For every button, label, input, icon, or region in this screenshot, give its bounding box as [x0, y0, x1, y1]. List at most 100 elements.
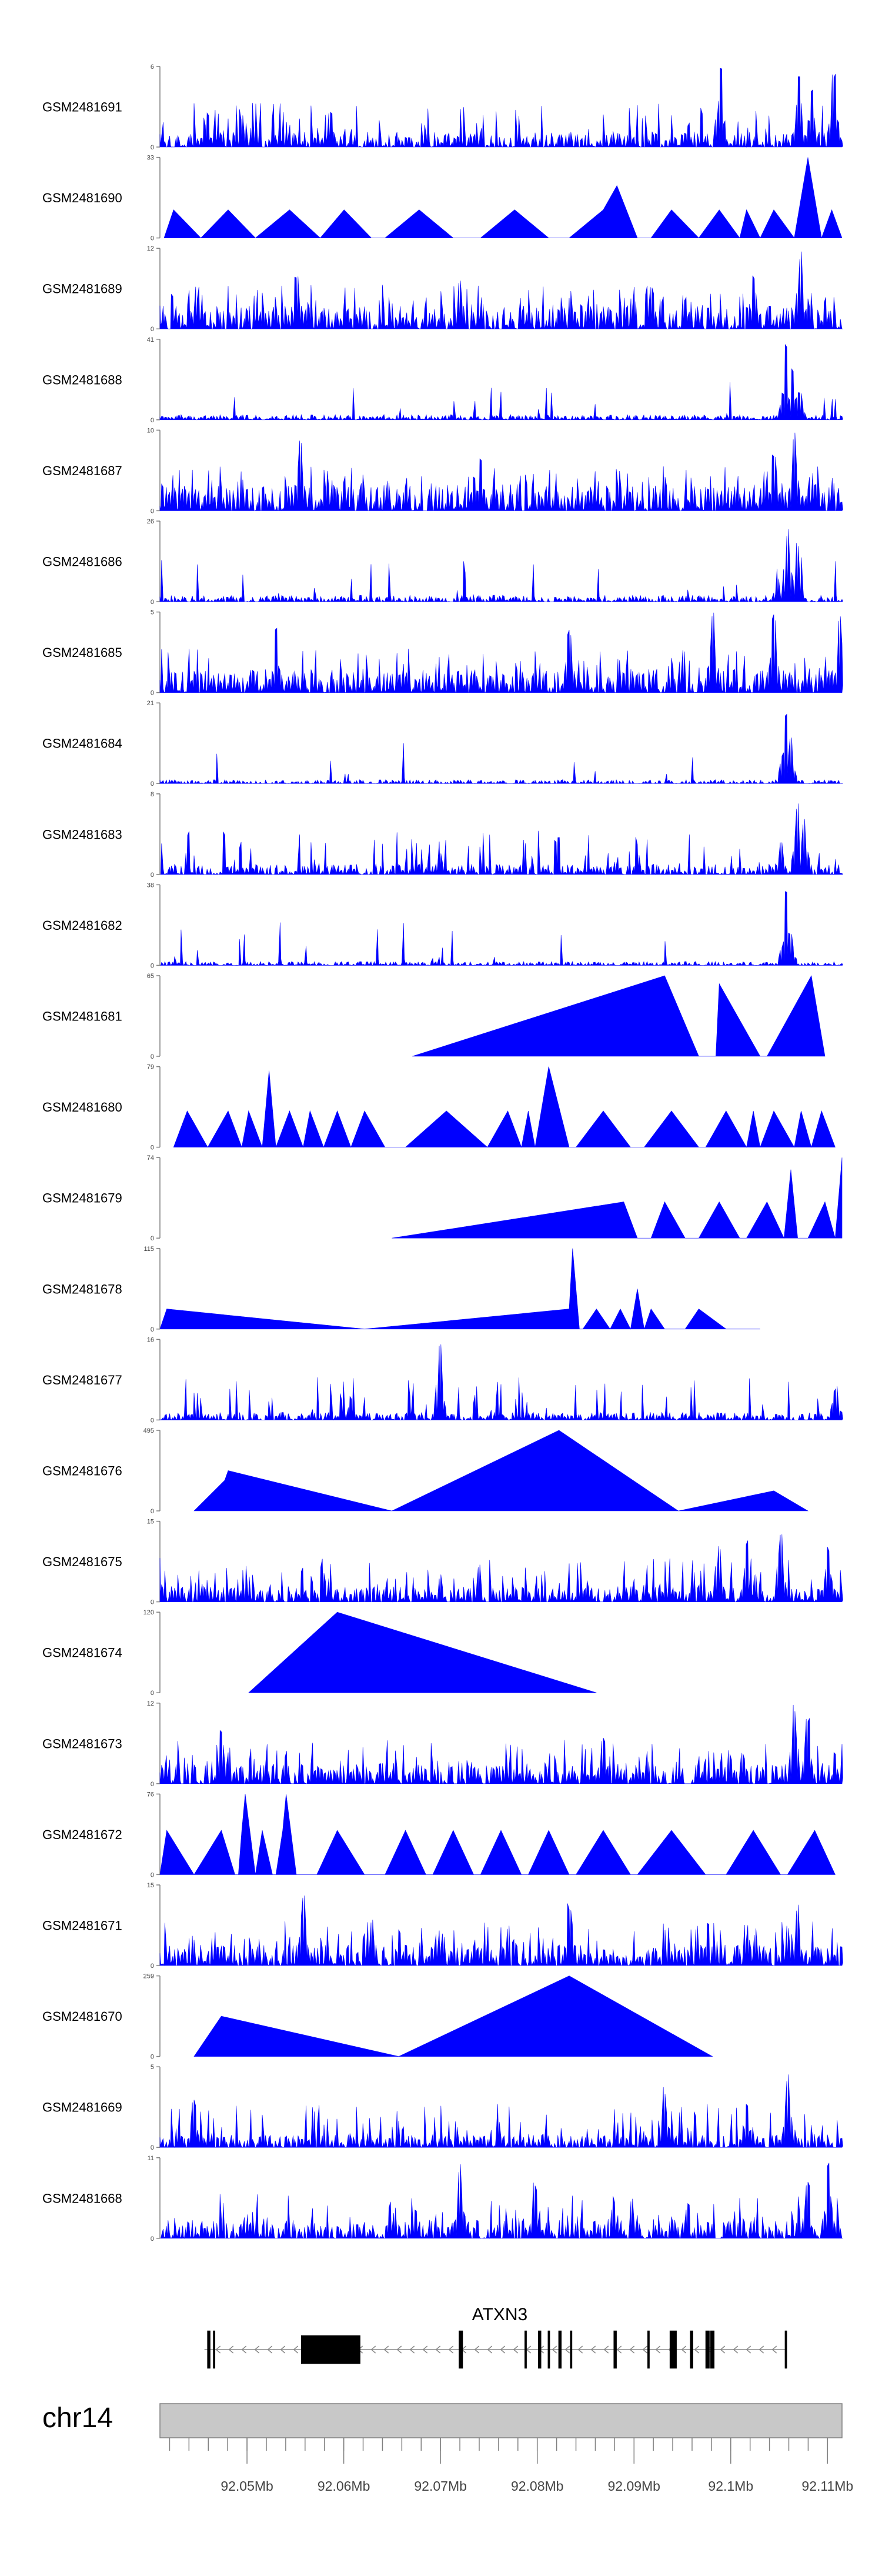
- track-label: GSM2481668: [42, 2191, 122, 2205]
- y-max-label: 79: [147, 1064, 154, 1071]
- coverage-area-GSM2481682: [160, 891, 843, 966]
- y-min-label: 0: [151, 235, 154, 242]
- y-max-label: 15: [147, 1519, 154, 1526]
- track-label: GSM2481689: [42, 282, 122, 296]
- exon: [207, 2330, 211, 2369]
- strand-arrow-icon: [422, 2345, 428, 2354]
- exon: [690, 2330, 693, 2369]
- strand-arrow-icon: [746, 2345, 751, 2354]
- strand-arrow-icon: [370, 2345, 376, 2354]
- strand-arrow-icon: [590, 2345, 596, 2354]
- coverage-area-GSM2481673: [159, 1704, 843, 1784]
- track-GSM2481686: GSM2481686 26 0: [42, 518, 843, 606]
- exon: [784, 2330, 787, 2369]
- strand-arrow-icon: [254, 2345, 260, 2354]
- strand-arrow-icon: [409, 2345, 415, 2354]
- y-min-label: 0: [151, 1871, 154, 1878]
- y-max-label: 495: [143, 1427, 154, 1434]
- track-GSM2481673: GSM2481673 12 0: [42, 1700, 843, 1788]
- coverage-area-GSM2481675: [159, 1534, 843, 1603]
- strand-arrow-icon: [616, 2345, 622, 2354]
- coverage-area-GSM2481680: [173, 1066, 836, 1148]
- y-min-label: 0: [151, 690, 154, 697]
- strand-arrow-icon: [552, 2345, 557, 2354]
- y-min-label: 0: [151, 1144, 154, 1152]
- strand-arrow-icon: [267, 2345, 273, 2354]
- track-GSM2481675: GSM2481675 15 0: [42, 1519, 843, 1606]
- strand-arrow-icon: [564, 2345, 570, 2354]
- strand-arrow-icon: [474, 2345, 480, 2354]
- track-GSM2481680: GSM2481680 79 0: [42, 1064, 836, 1152]
- coverage-area-GSM2481672: [159, 1794, 836, 1875]
- track-GSM2481689: GSM2481689 12 0: [42, 245, 843, 333]
- y-max-label: 76: [147, 1791, 154, 1798]
- track-GSM2481672: GSM2481672 76 0: [42, 1791, 836, 1878]
- track-GSM2481679: GSM2481679 74 0: [42, 1154, 843, 1242]
- y-min-label: 0: [151, 2235, 154, 2243]
- strand-arrow-icon: [694, 2345, 700, 2354]
- x-tick-label: 92.08Mb: [511, 2478, 564, 2494]
- y-max-label: 12: [147, 245, 154, 252]
- track-label: GSM2481677: [42, 1373, 122, 1387]
- y-min-label: 0: [151, 326, 154, 333]
- track-GSM2481683: GSM2481683 8 0: [42, 791, 843, 879]
- strand-arrow-icon: [771, 2345, 777, 2354]
- strand-arrow-icon: [577, 2345, 583, 2354]
- strand-arrow-icon: [733, 2345, 739, 2354]
- strand-arrow-icon: [487, 2345, 493, 2354]
- y-max-label: 8: [151, 791, 154, 798]
- axis-ticks: 92.05Mb 92.06Mb 92.07Mb 92.08Mb 92.09Mb 92.1M…: [169, 2438, 853, 2494]
- coverage-area-GSM2481678: [159, 1248, 760, 1330]
- y-max-label: 16: [147, 1336, 154, 1343]
- exon: [570, 2330, 573, 2369]
- track-label: GSM2481690: [42, 191, 122, 205]
- y-max-label: 15: [147, 1882, 154, 1889]
- track-label: GSM2481683: [42, 827, 122, 842]
- strand-arrow-icon: [759, 2345, 764, 2354]
- y-max-label: 26: [147, 518, 154, 525]
- coverage-area-GSM2481690: [163, 157, 843, 239]
- track-GSM2481677: GSM2481677 16 0: [42, 1336, 843, 1424]
- y-min-label: 0: [151, 1963, 154, 1970]
- track-GSM2481688: GSM2481688 41 0: [42, 336, 843, 424]
- y-min-label: 0: [151, 1781, 154, 1788]
- exon: [705, 2330, 710, 2369]
- y-min-label: 0: [151, 780, 154, 788]
- strand-arrow-icon: [215, 2345, 221, 2354]
- x-tick-label: 92.05Mb: [220, 2478, 273, 2494]
- y-max-label: 5: [151, 2064, 154, 2071]
- track-label: GSM2481670: [42, 2009, 122, 2024]
- strand-arrow-icon: [241, 2345, 247, 2354]
- y-max-label: 5: [151, 609, 154, 616]
- gene-model: [204, 2330, 787, 2369]
- track-label: GSM2481687: [42, 463, 122, 478]
- coverage-area-GSM2481679: [392, 1157, 843, 1239]
- strand-arrow-icon: [629, 2345, 635, 2354]
- coverage-area-GSM2481689: [159, 251, 843, 330]
- coverage-area-GSM2481687: [159, 432, 843, 512]
- track-label: GSM2481669: [42, 2100, 122, 2115]
- coverage-area-GSM2481674: [248, 1611, 597, 1693]
- strand-arrow-icon: [228, 2345, 234, 2354]
- coverage-area-GSM2481685: [159, 612, 843, 693]
- y-max-label: 65: [147, 973, 154, 980]
- strand-arrow-icon: [603, 2345, 609, 2354]
- strand-arrow-icon: [513, 2345, 519, 2354]
- y-min-label: 0: [151, 2144, 154, 2151]
- y-min-label: 0: [151, 144, 154, 151]
- coverage-area-GSM2481671: [159, 1895, 843, 1967]
- y-max-label: 74: [147, 1154, 154, 1162]
- x-tick-label: 92.11Mb: [801, 2478, 853, 2494]
- coverage-area-GSM2481681: [412, 975, 826, 1057]
- y-max-label: 12: [147, 1700, 154, 1707]
- y-min-label: 0: [151, 599, 154, 606]
- y-min-label: 0: [151, 1599, 154, 1606]
- x-tick-label: 92.1Mb: [708, 2478, 753, 2494]
- track-label: GSM2481679: [42, 1191, 122, 1206]
- strand-arrow-icon: [720, 2345, 726, 2354]
- y-max-label: 120: [143, 1609, 154, 1616]
- y-min-label: 0: [151, 417, 154, 424]
- track-GSM2481674: GSM2481674 120 0: [42, 1609, 597, 1697]
- track-label: GSM2481675: [42, 1554, 122, 1569]
- strand-arrow-icon: [448, 2345, 454, 2354]
